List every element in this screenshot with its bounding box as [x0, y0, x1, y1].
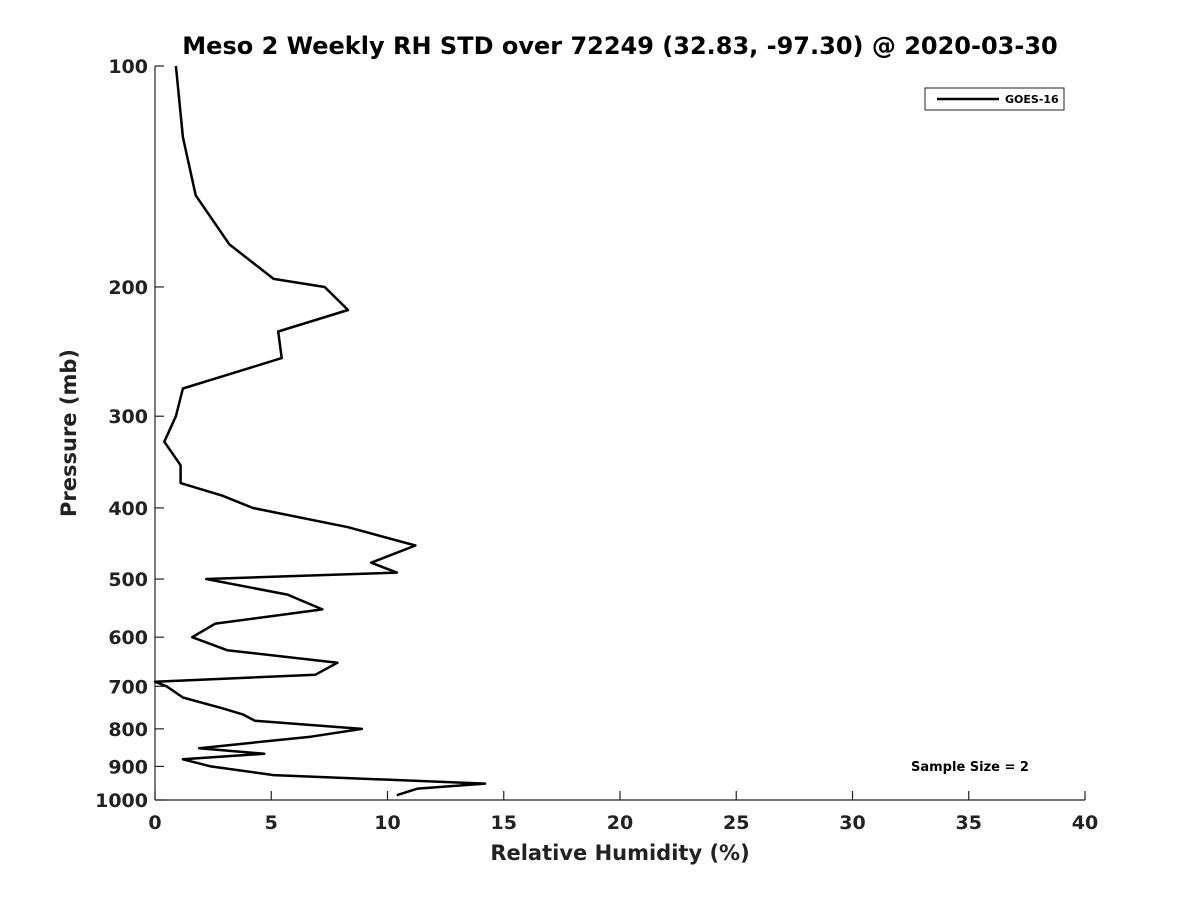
y-axis-label: Pressure (mb) — [57, 349, 81, 517]
y-tick-label: 300 — [108, 406, 148, 428]
x-tick-label: 20 — [607, 812, 633, 834]
y-tick-label: 100 — [108, 56, 148, 78]
legend: GOES-16 — [924, 87, 1065, 111]
y-tick-label: 200 — [108, 277, 148, 299]
x-axis-label: Relative Humidity (%) — [490, 841, 749, 865]
x-tick-label: 25 — [723, 812, 749, 834]
x-tick-label: 5 — [265, 812, 278, 834]
plot-area: 0 5 10 15 20 25 30 35 40 100 200 300 400 500 600 700 80… — [95, 56, 1098, 834]
y-tick-label: 500 — [108, 569, 148, 591]
y-tick-label: 1000 — [95, 790, 148, 812]
chart-title: Meso 2 Weekly RH STD over 72249 (32.83, … — [182, 32, 1057, 60]
y-tick-label: 900 — [108, 756, 148, 778]
legend-label: GOES-16 — [1005, 93, 1059, 106]
sample-size-annotation: Sample Size = 2 — [911, 760, 1029, 775]
x-tick-label: 15 — [491, 812, 517, 834]
x-axis-ticks: 0 5 10 15 20 25 30 35 40 — [148, 791, 1098, 834]
y-tick-label: 700 — [108, 676, 148, 698]
y-tick-label: 600 — [108, 627, 148, 649]
x-tick-label: 40 — [1072, 812, 1098, 834]
series-group — [153, 65, 487, 797]
y-tick-label: 800 — [108, 719, 148, 741]
x-tick-label: 35 — [956, 812, 982, 834]
series-line-goes-16 — [153, 65, 487, 797]
x-tick-label: 30 — [839, 812, 865, 834]
x-tick-label: 0 — [148, 812, 161, 834]
y-tick-label: 400 — [108, 498, 148, 520]
x-tick-label: 10 — [374, 812, 400, 834]
y-axis-ticks: 100 200 300 400 500 600 700 800 900 1000 — [95, 56, 164, 812]
